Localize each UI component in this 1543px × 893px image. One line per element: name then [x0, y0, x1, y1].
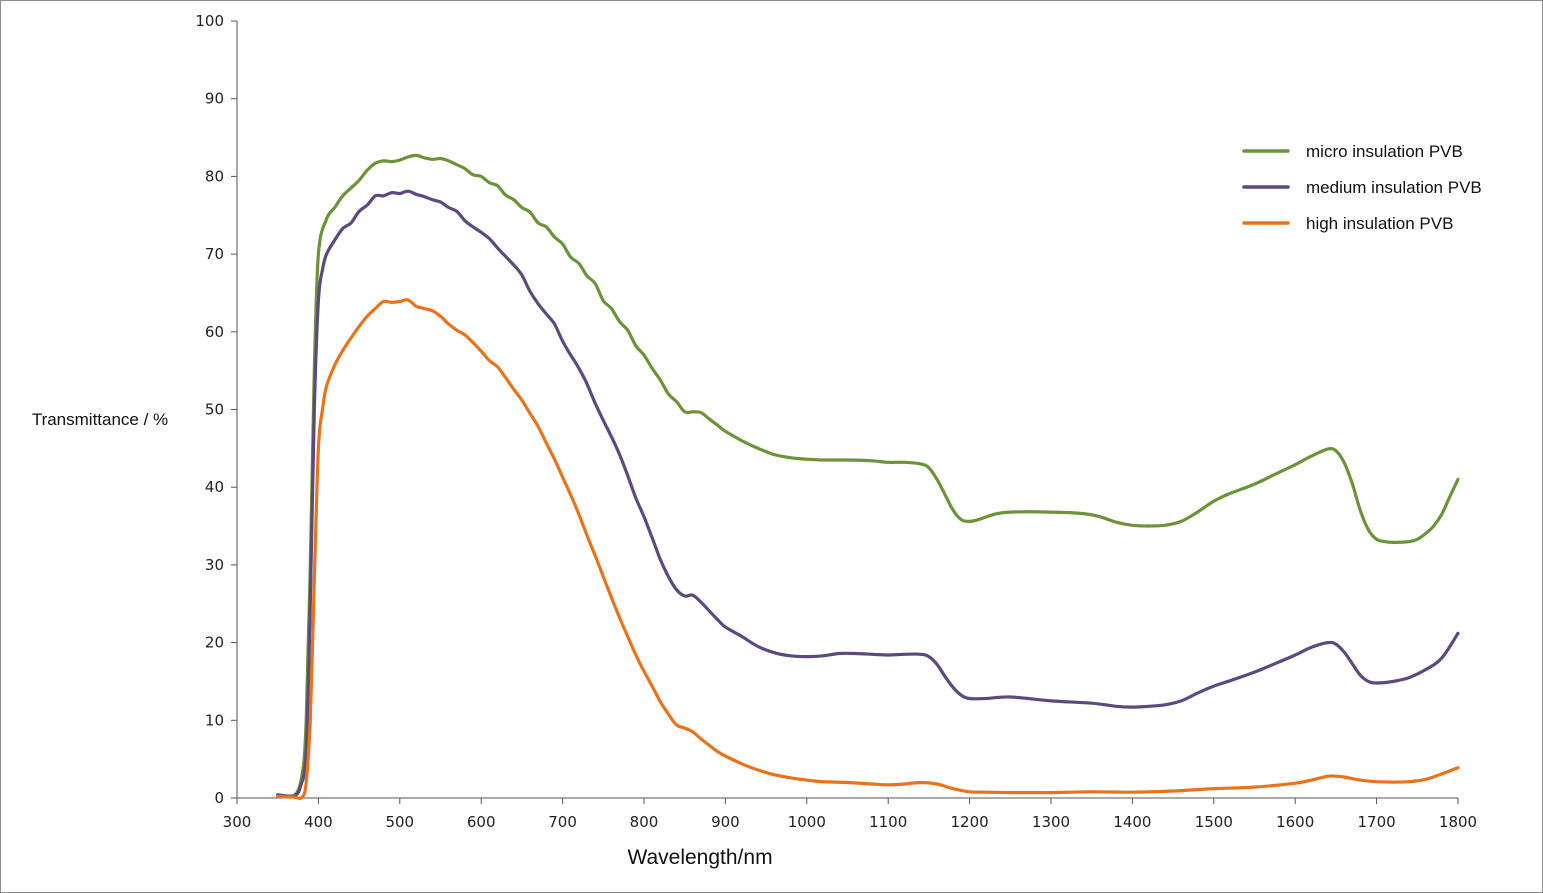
x-tick-label: 900: [711, 813, 740, 831]
y-tick-label: 50: [205, 401, 224, 419]
x-tick-label: 1100: [869, 813, 907, 831]
series-layer: [276, 153, 1460, 800]
y-tick-label: 10: [205, 711, 224, 729]
legend-item: medium insulation PVB: [1242, 178, 1482, 197]
y-tick-label: 100: [195, 12, 224, 30]
x-tick-label: 600: [467, 813, 496, 831]
x-tick-label: 700: [548, 813, 577, 831]
y-tick-label: 60: [205, 323, 224, 341]
x-tick-label: 1400: [1113, 813, 1151, 831]
y-tick-label: 30: [205, 556, 224, 574]
legend-label: micro insulation PVB: [1306, 142, 1463, 161]
y-tick-label: 80: [205, 167, 224, 185]
legend-item: high insulation PVB: [1242, 214, 1453, 233]
x-tick-label: 1700: [1358, 813, 1396, 831]
legend-label: high insulation PVB: [1306, 214, 1453, 233]
y-tick-label: 40: [205, 478, 224, 496]
x-axis-label: Wavelength/nm: [627, 846, 772, 869]
legend-item: micro insulation PVB: [1242, 142, 1463, 161]
series-line-high-insulation-pvb: [276, 298, 1460, 800]
series-line-medium-insulation-pvb: [276, 189, 1460, 798]
x-tick-label: 1600: [1276, 813, 1314, 831]
x-tick-label: 300: [223, 813, 252, 831]
x-tick-label: 1800: [1439, 813, 1477, 831]
legend-label: medium insulation PVB: [1306, 178, 1482, 197]
series-line-micro-insulation-pvb: [276, 153, 1460, 799]
x-tick-label: 1300: [1032, 813, 1070, 831]
legend: micro insulation PVB medium insulation PV…: [1242, 142, 1482, 233]
x-tick-label: 800: [630, 813, 659, 831]
y-tick-label: 20: [205, 634, 224, 652]
x-tick-label: 1200: [951, 813, 989, 831]
y-axis-label: Transmittance / %: [32, 410, 168, 429]
x-tick-label: 400: [304, 813, 333, 831]
y-tick-label: 0: [214, 789, 224, 807]
axes: 0 10 20 30 40 50 60 70 80 90 100 300 400 500 600 700 800…: [195, 12, 1477, 831]
y-tick-label: 70: [205, 245, 224, 263]
x-tick-label: 500: [385, 813, 414, 831]
x-tick-label: 1000: [788, 813, 826, 831]
x-tick-label: 1500: [1195, 813, 1233, 831]
y-tick-label: 90: [205, 90, 224, 108]
